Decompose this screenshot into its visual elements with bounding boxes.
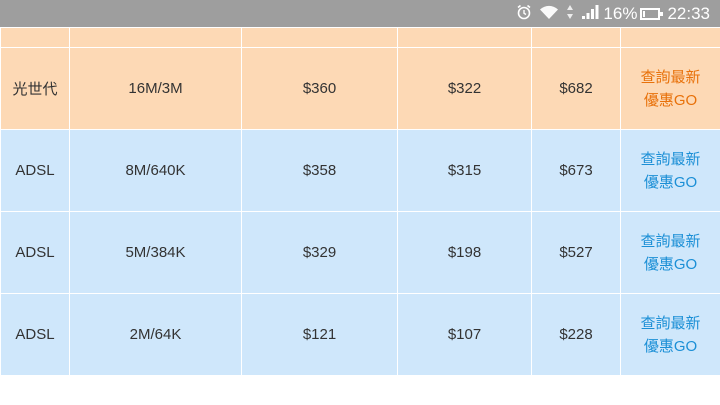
table-row: 光世代 16M/3M $360 $322 $682 查詢最新優惠GO	[0, 47, 720, 130]
plan-speed: 16M/3M	[69, 47, 242, 130]
plan-price-table: 光世代 16M/3M $360 $322 $682 查詢最新 優惠GO ADSL …	[0, 27, 720, 376]
plan-type: 光世代	[0, 47, 70, 130]
plan-type: ADSL	[0, 293, 70, 376]
promo-link-line1[interactable]: 查詢最新	[640, 232, 701, 250]
table-row: ADSL 2M/64K $121 $107 $228 查詢最新優惠GO	[0, 293, 720, 376]
promo-link[interactable]: 查詢最新優惠GO	[620, 211, 720, 294]
plan-price-2: $107	[397, 293, 532, 376]
clock-time: 22:33	[667, 3, 710, 23]
status-bar: 16% 22:33	[0, 0, 720, 27]
promo-link[interactable]: 查詢最新優惠GO	[620, 47, 720, 130]
promo-link-line2[interactable]: 優惠GO	[643, 337, 698, 355]
plan-total: $527	[531, 211, 621, 294]
plan-type: ADSL	[0, 129, 70, 212]
plan-speed: 2M/64K	[69, 293, 242, 376]
plan-total: $673	[531, 129, 621, 212]
promo-link-line2[interactable]: 優惠GO	[643, 255, 698, 273]
promo-link[interactable]: 查詢最新優惠GO	[620, 129, 720, 212]
wifi-icon	[539, 4, 559, 23]
promo-link-line1[interactable]: 查詢最新	[640, 314, 701, 332]
promo-link-line1[interactable]: 查詢最新	[640, 150, 701, 168]
plan-price-1: $121	[241, 293, 398, 376]
plan-price-1: $329	[241, 211, 398, 294]
plan-price-1: $358	[241, 129, 398, 212]
battery-percent: 16%	[603, 3, 638, 23]
plan-type: ADSL	[0, 211, 70, 294]
promo-link-line2[interactable]: 優惠GO	[643, 91, 698, 109]
data-arrows-icon	[566, 4, 574, 23]
plan-price-2: $322	[397, 47, 532, 130]
plan-speed: 5M/384K	[69, 211, 242, 294]
plan-total: $228	[531, 293, 621, 376]
cell-signal-icon	[581, 4, 599, 23]
plan-price-2: $198	[397, 211, 532, 294]
promo-link-line1[interactable]: 查詢最新	[640, 68, 701, 86]
promo-link-line2[interactable]: 優惠GO	[643, 173, 698, 191]
plan-speed: 8M/640K	[69, 129, 242, 212]
table-row	[0, 27, 720, 48]
plan-price-2: $315	[397, 129, 532, 212]
battery-icon	[640, 7, 664, 20]
table-row: ADSL 8M/640K $358 $315 $673 查詢最新優惠GO	[0, 129, 720, 212]
plan-price-1: $360	[241, 47, 398, 130]
promo-link[interactable]: 查詢最新優惠GO	[620, 293, 720, 376]
table-row: ADSL 5M/384K $329 $198 $527 查詢最新優惠GO	[0, 211, 720, 294]
alarm-clock-icon	[516, 4, 532, 23]
plan-total: $682	[531, 47, 621, 130]
